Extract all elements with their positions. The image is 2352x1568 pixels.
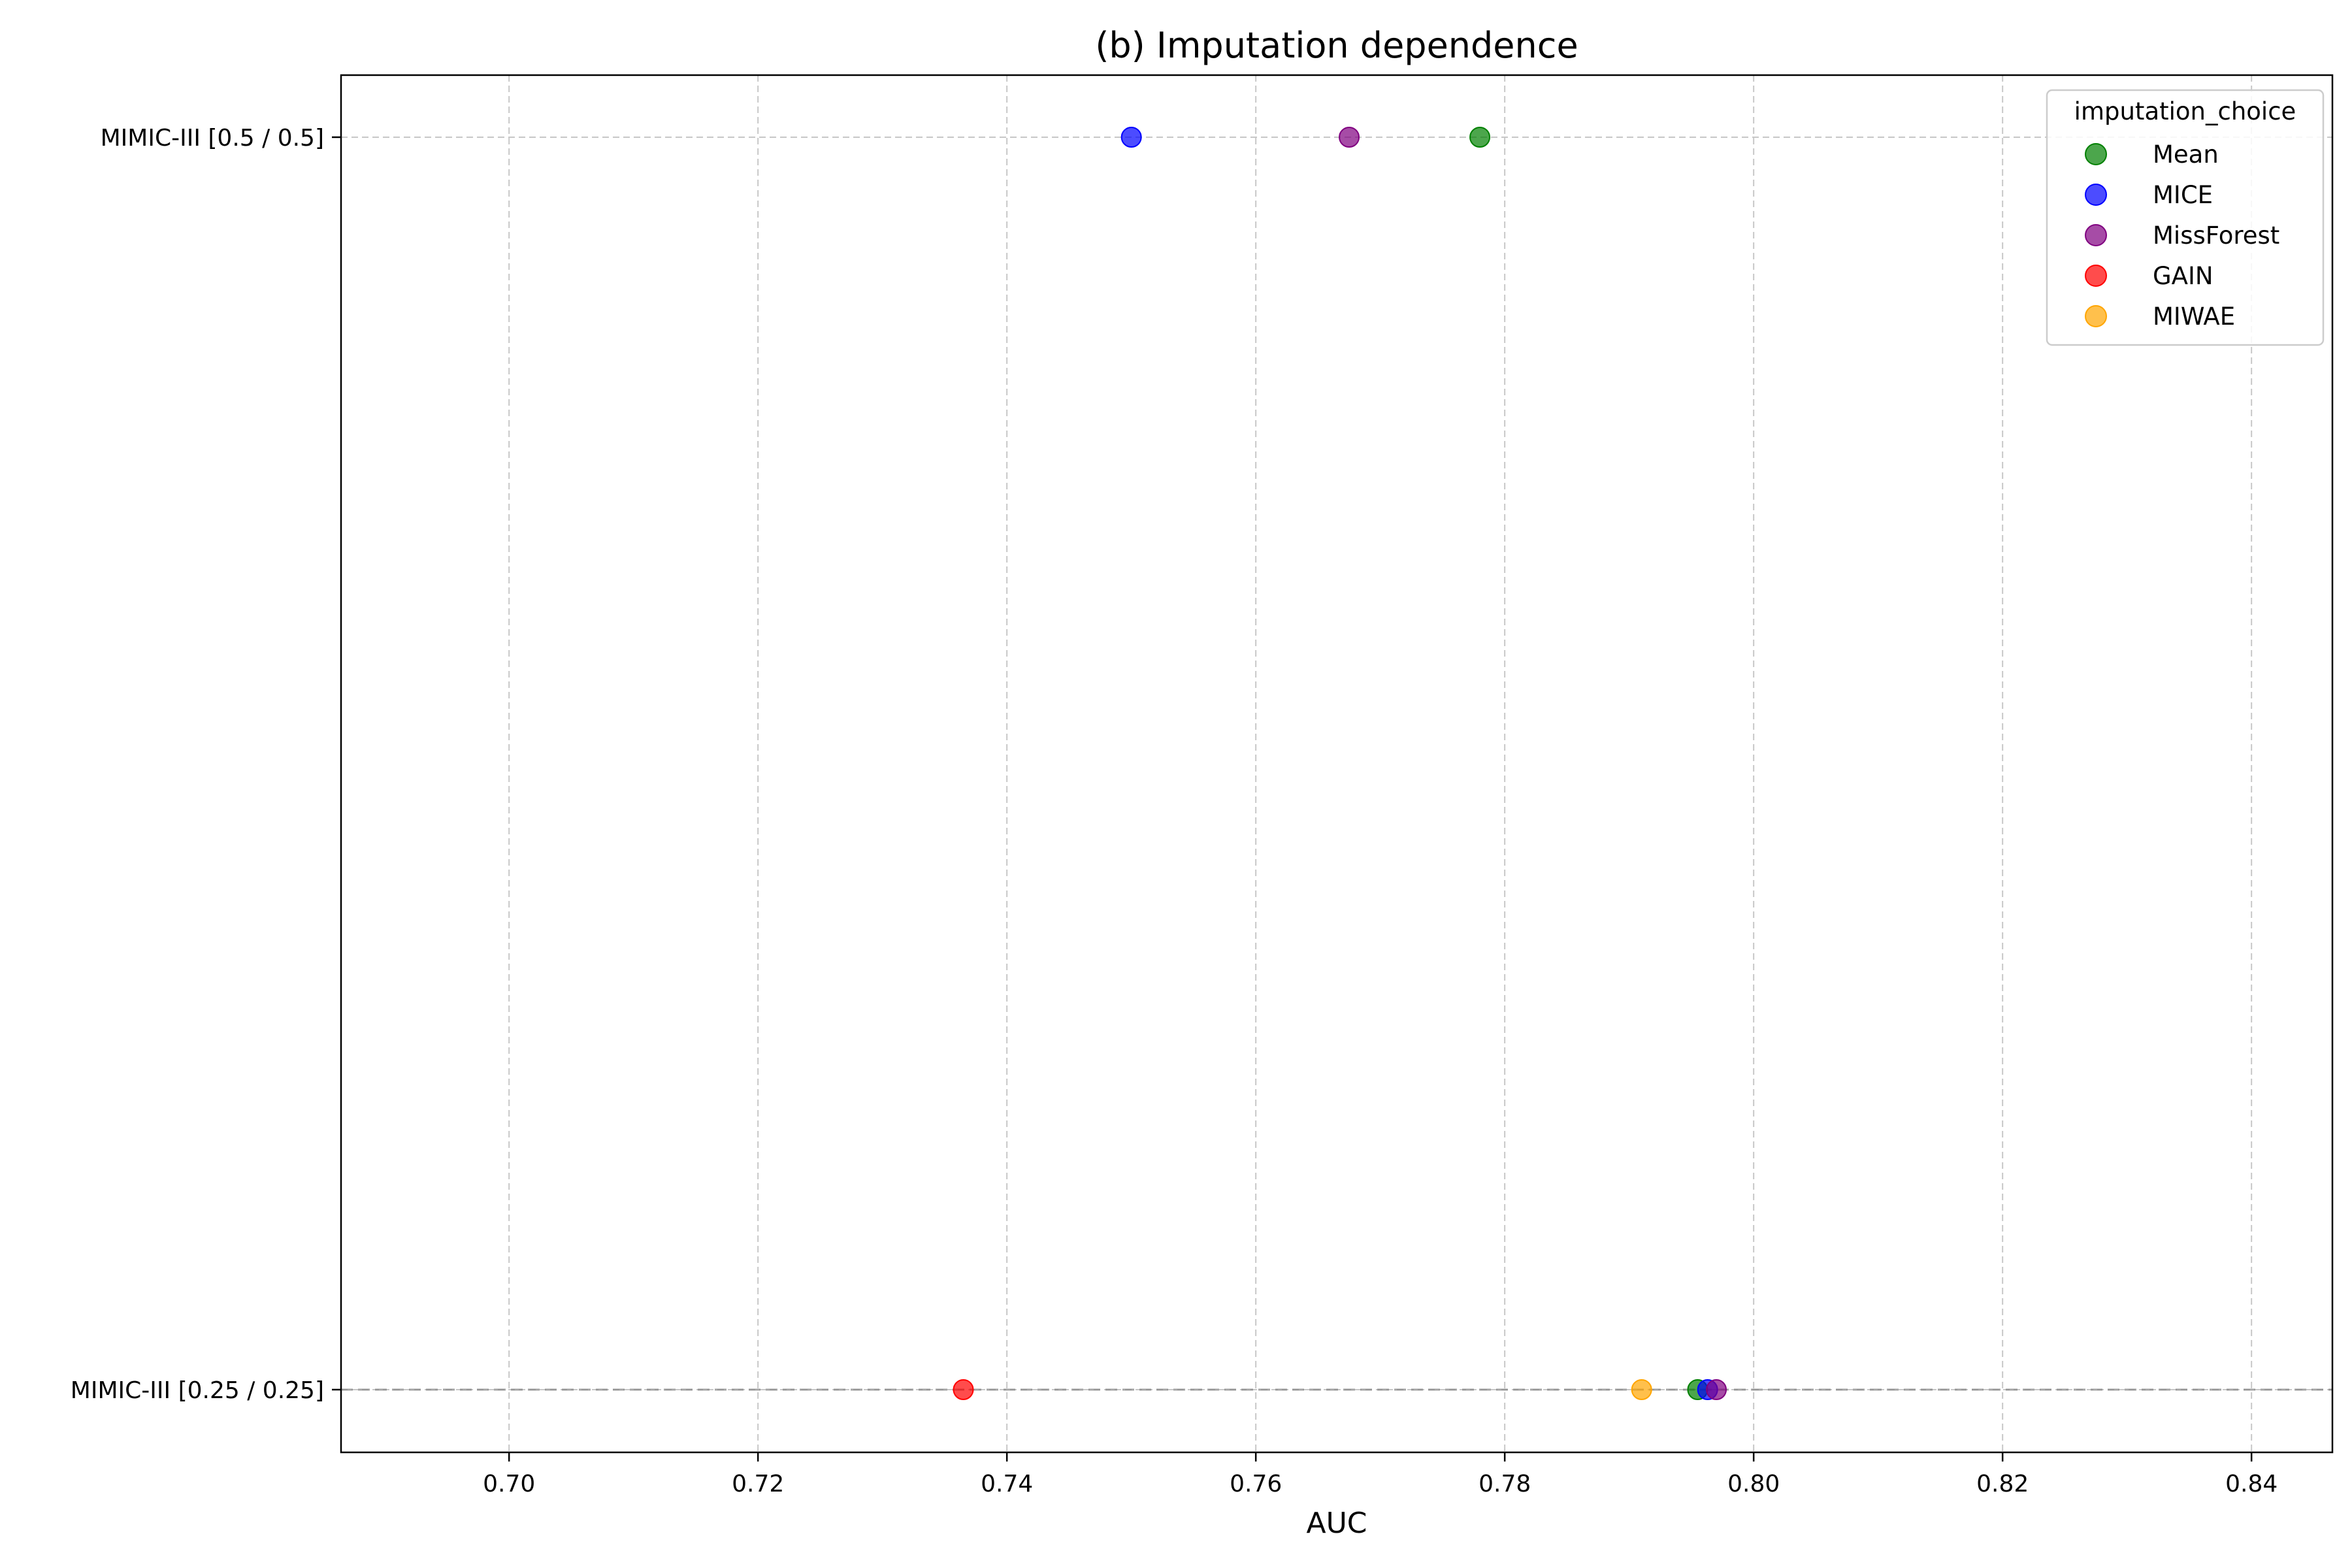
x-tick-label: 0.84: [2225, 1471, 2278, 1497]
marks-layer: [953, 127, 1727, 1400]
point-missforest: [1706, 1379, 1727, 1400]
legend-marker-mice: [2085, 184, 2107, 206]
y-tick-label: MIMIC-III [0.25 / 0.25]: [71, 1377, 324, 1404]
point-gain: [953, 1379, 974, 1400]
x-tick-label: 0.80: [1727, 1471, 1780, 1497]
legend-box: [2046, 89, 2325, 346]
legend-label-missforest: MissForest: [2153, 221, 2279, 250]
legend-label-gain: GAIN: [2153, 262, 2213, 290]
x-tick-label: 0.74: [981, 1471, 1033, 1497]
chart-title: (b) Imputation dependence: [1095, 25, 1578, 66]
x-tick-label: 0.72: [732, 1471, 784, 1497]
point-miwae: [1631, 1379, 1652, 1400]
x-tick-label: 0.78: [1478, 1471, 1531, 1497]
y-tick-label: MIMIC-III [0.5 / 0.5]: [101, 125, 324, 152]
point-mean: [1469, 127, 1491, 148]
legend: imputation_choice Mean MICE MissForest GAIN M…: [2046, 89, 2325, 346]
x-tick-label: 0.70: [483, 1471, 535, 1497]
x-tick-label: 0.76: [1230, 1471, 1282, 1497]
x-axis-label: AUC: [1306, 1507, 1367, 1540]
point-missforest: [1339, 127, 1360, 148]
grid-layer: [341, 75, 2332, 1452]
legend-label-mice: MICE: [2153, 181, 2213, 209]
legend-label-miwae: MIWAE: [2153, 302, 2235, 331]
legend-marker-gain: [2085, 265, 2107, 287]
legend-marker-mean: [2085, 143, 2107, 165]
x-tick-label: 0.82: [1976, 1471, 2029, 1497]
x-axis-ticks: 0.70 0.72 0.74 0.76 0.78 0.80 0.82 0.84: [483, 1452, 2278, 1497]
point-mice: [1120, 127, 1142, 148]
legend-label-mean: Mean: [2153, 140, 2219, 169]
legend-marker-miwae: [2085, 305, 2107, 327]
legend-title: imputation_choice: [2074, 97, 2296, 125]
plot-area-frame: [340, 74, 2334, 1454]
legend-marker-missforest: [2085, 224, 2107, 246]
y-axis-ticks: MIMIC-III [0.5 / 0.5] MIMIC-III [0.25 / 0…: [71, 125, 341, 1404]
